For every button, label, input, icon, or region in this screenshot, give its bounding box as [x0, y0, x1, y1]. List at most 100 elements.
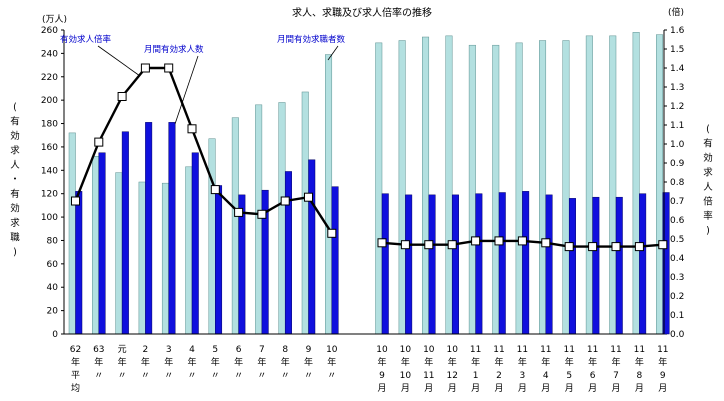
left-axis-label-text: (有効求人・有効求職): [10, 102, 20, 258]
ratio-point: [564, 242, 574, 252]
x-tick-label: 11 年 1 月: [470, 345, 481, 394]
right-tick-label: 1.0: [670, 140, 685, 150]
ratio-point: [447, 240, 457, 250]
annotation-seekers-leader: [327, 45, 339, 61]
ratio-point: [517, 236, 527, 246]
right-tick-label: 0.6: [670, 216, 685, 226]
right-axis-label-text: (有効求人倍率): [703, 124, 713, 237]
axes: [63, 30, 665, 335]
right-tick-label: 0.0: [670, 330, 685, 340]
opening-bar: [568, 198, 576, 335]
left-tick-label: 260: [41, 26, 58, 36]
opening-bar: [545, 194, 553, 335]
ratio-point: [94, 137, 104, 147]
seeker-bar: [539, 40, 547, 335]
right-tick-label: 1.5: [670, 45, 684, 55]
seeker-bar: [138, 181, 146, 335]
left-tick-label: 80: [47, 236, 59, 246]
seeker-bar: [492, 44, 500, 335]
opening-bar: [308, 159, 316, 335]
opening-bar: [381, 193, 389, 335]
x-tick-label: 11 年 7 月: [610, 345, 621, 394]
right-tick-label: 1.1: [670, 121, 684, 131]
seeker-bar: [656, 34, 664, 335]
right-tick-label: 0.8: [670, 178, 685, 188]
seeker-bar: [375, 42, 383, 335]
x-tick-label: 10 年 9 月: [376, 345, 388, 394]
left-axis-label: (有効求人・有効求職): [10, 102, 20, 258]
annotation-openings: 月間有効求人数: [144, 44, 204, 55]
opening-bar: [98, 152, 106, 335]
seeker-bar: [208, 138, 216, 335]
seeker-bar: [468, 44, 476, 335]
ratio-point: [187, 124, 197, 134]
chart-title: 求人、求職及び求人倍率の推移: [292, 6, 432, 19]
opening-bar: [215, 185, 223, 335]
opening-bar: [615, 196, 623, 335]
opening-bar: [522, 191, 530, 335]
x-tick-label: 10 年 10 月: [400, 345, 412, 394]
opening-bar: [451, 194, 459, 335]
ratio-point: [327, 228, 337, 238]
opening-bar: [191, 152, 199, 335]
right-tick-label: 1.3: [670, 83, 684, 93]
ratio-point: [424, 240, 434, 250]
x-tick-label: 4 年〃: [187, 345, 196, 381]
seeker-bar: [301, 91, 309, 335]
x-tick-label: 2 年〃: [141, 345, 150, 381]
seeker-bar: [115, 172, 123, 335]
annotation-ratio: 有効求人倍率: [60, 34, 112, 45]
ratio-point: [140, 63, 150, 73]
seeker-bar: [585, 35, 593, 335]
opening-bar: [168, 122, 176, 335]
left-tick-label: 60: [47, 260, 59, 270]
left-tick-label: 20: [47, 307, 59, 317]
opening-bar: [145, 122, 153, 335]
seeker-bar: [185, 166, 193, 335]
left-tick-label: 180: [41, 120, 58, 130]
x-tick-label: 10 年〃: [326, 345, 338, 381]
seeker-bar: [255, 104, 263, 335]
x-axis-labels: 62 年平均 63 年〃 元年〃 2 年〃 3 年〃 4 年〃 5 年〃 6 年〃 7 年〃 8 年〃 9 年〃 10 年〃…: [70, 345, 669, 394]
bar-series: [68, 32, 670, 335]
x-tick-label: 11 年 3 月: [517, 345, 528, 394]
opening-bar: [405, 194, 413, 335]
x-tick-label: 7 年〃: [257, 345, 266, 381]
left-unit-label: (万人): [42, 14, 67, 25]
seeker-bar: [161, 182, 169, 335]
ratio-point: [377, 238, 387, 248]
seeker-bar: [609, 35, 617, 335]
left-tick-label: 220: [41, 73, 58, 83]
right-tick-label: 0.5: [670, 235, 684, 245]
right-tick-label: 1.6: [670, 26, 685, 36]
ratio-point: [280, 196, 290, 206]
seeker-bar: [68, 132, 76, 335]
x-tick-label: 元年〃: [118, 345, 127, 381]
right-tick-label: 1.4: [670, 64, 685, 74]
opening-bar: [639, 193, 647, 335]
opening-bar: [284, 171, 292, 335]
right-tick-label: 0.9: [670, 159, 685, 169]
opening-bar: [428, 194, 436, 335]
ratio-point: [210, 185, 220, 195]
x-tick-label: 3 年〃: [164, 345, 173, 381]
ratio-point: [304, 192, 313, 202]
right-tick-label: 0.7: [670, 197, 684, 207]
x-tick-label: 6 年〃: [234, 345, 243, 381]
right-tick-label: 0.4: [670, 254, 685, 264]
x-tick-label: 5 年〃: [211, 345, 220, 381]
right-tick-label: 0.2: [670, 292, 684, 302]
annotation-openings-leader: [174, 55, 199, 125]
opening-bar: [475, 193, 483, 335]
left-tick-label: 160: [41, 143, 58, 153]
x-tick-label: 8 年〃: [281, 345, 290, 381]
left-tick-label: 0: [52, 330, 58, 340]
x-tick-label: 11 年 2 月: [493, 345, 504, 394]
x-tick-label: 11 年 4 月: [540, 345, 551, 394]
left-axis-ticks: 0 20 40 60 80 100 120 140 160 180 200 220 240 260: [41, 26, 64, 340]
x-tick-label: 62 年平均: [70, 345, 81, 394]
right-tick-label: 0.1: [670, 311, 684, 321]
ratio-line-series: [71, 63, 668, 252]
seeker-bar: [632, 32, 640, 335]
